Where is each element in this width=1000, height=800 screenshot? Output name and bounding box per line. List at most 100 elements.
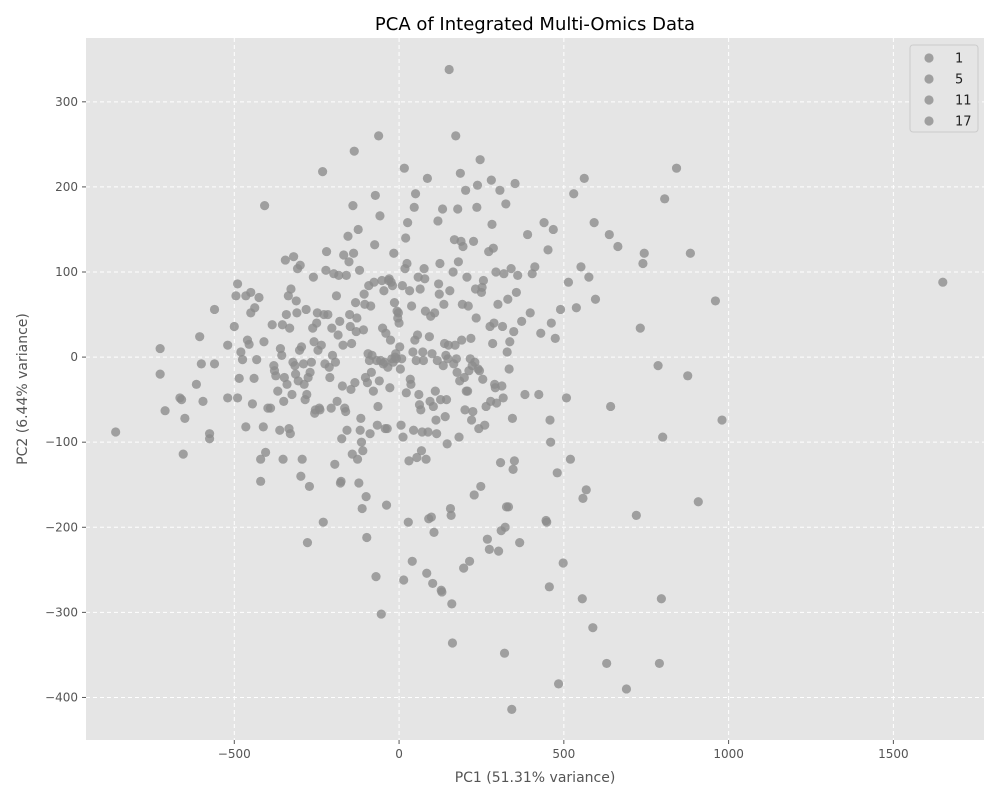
data-point (397, 354, 407, 364)
y-tick-label: 0 (70, 350, 78, 364)
data-point (445, 286, 455, 296)
data-point (299, 379, 309, 389)
data-point (304, 481, 315, 492)
data-point (335, 316, 345, 326)
data-point (408, 425, 419, 435)
data-point (546, 437, 556, 447)
data-point (362, 378, 373, 388)
data-point (296, 471, 306, 481)
data-point (366, 301, 376, 311)
data-point (433, 216, 443, 226)
data-point (581, 485, 591, 495)
data-point (337, 381, 347, 391)
data-point (414, 389, 424, 400)
legend-label: 17 (955, 115, 972, 130)
data-point (475, 155, 485, 165)
data-point (453, 257, 463, 267)
data-point (424, 332, 434, 342)
data-point (252, 355, 262, 365)
data-point (265, 403, 276, 413)
data-point (408, 347, 418, 357)
x-tick-label: 500 (552, 747, 575, 761)
data-point (502, 347, 512, 357)
data-point (439, 299, 449, 309)
x-axis-ticks: −500 0 500 1000 1500 (218, 740, 909, 761)
data-point (510, 178, 520, 189)
data-point (389, 248, 399, 258)
data-point (489, 318, 499, 328)
data-point (487, 219, 497, 229)
data-point (432, 429, 442, 439)
data-point (656, 594, 666, 604)
data-point (555, 304, 566, 315)
data-point (247, 399, 258, 409)
data-point (155, 343, 165, 354)
data-point (351, 326, 361, 337)
data-point (180, 413, 190, 423)
data-point (442, 439, 452, 449)
data-point (584, 272, 594, 282)
data-point (359, 289, 369, 299)
data-point (419, 263, 429, 274)
data-point (444, 64, 454, 75)
data-point (493, 299, 503, 309)
data-point (457, 335, 467, 345)
data-point (381, 328, 391, 338)
data-point (482, 534, 492, 544)
data-point (258, 422, 268, 432)
data-point (298, 359, 309, 369)
data-point (418, 347, 428, 357)
data-point (355, 425, 365, 435)
y-tick-label: −200 (45, 520, 78, 534)
data-point (430, 308, 440, 318)
data-point (358, 446, 368, 456)
data-point (542, 517, 552, 527)
data-point (160, 406, 170, 416)
data-point (259, 337, 269, 347)
data-point (437, 587, 447, 597)
legend-label: 1 (955, 52, 963, 67)
data-point (635, 323, 645, 333)
data-point (477, 282, 487, 292)
data-point (431, 415, 441, 425)
data-point (358, 325, 369, 335)
data-point (480, 420, 490, 430)
data-point (256, 476, 266, 486)
data-point (231, 291, 241, 301)
data-point (461, 185, 471, 195)
legend-label: 11 (955, 94, 972, 109)
data-point (466, 333, 476, 343)
data-point (638, 258, 648, 269)
data-point (375, 211, 385, 221)
x-tick-label: 0 (395, 747, 403, 761)
data-point (344, 257, 354, 267)
data-point (361, 492, 371, 502)
data-point (500, 522, 510, 532)
data-point (578, 493, 588, 503)
data-point (301, 304, 311, 315)
data-point (326, 403, 336, 413)
data-point (377, 275, 387, 286)
data-point (223, 340, 233, 350)
data-point (410, 189, 421, 199)
data-point (455, 168, 465, 178)
data-point (558, 558, 568, 568)
data-point (525, 308, 535, 318)
data-point (447, 638, 458, 648)
data-point (398, 432, 408, 442)
data-point (342, 425, 352, 435)
data-point (336, 476, 346, 486)
data-point (438, 361, 448, 371)
data-point (302, 537, 313, 548)
data-point (505, 337, 515, 347)
data-points (111, 64, 948, 714)
data-point (277, 350, 287, 360)
data-point (374, 131, 384, 141)
data-point (254, 292, 264, 303)
data-point (331, 291, 342, 301)
data-point (441, 395, 452, 405)
data-point (546, 318, 556, 328)
data-point (511, 287, 521, 298)
x-axis-label: PC1 (51.31% variance) (455, 770, 616, 786)
data-point (196, 359, 206, 369)
